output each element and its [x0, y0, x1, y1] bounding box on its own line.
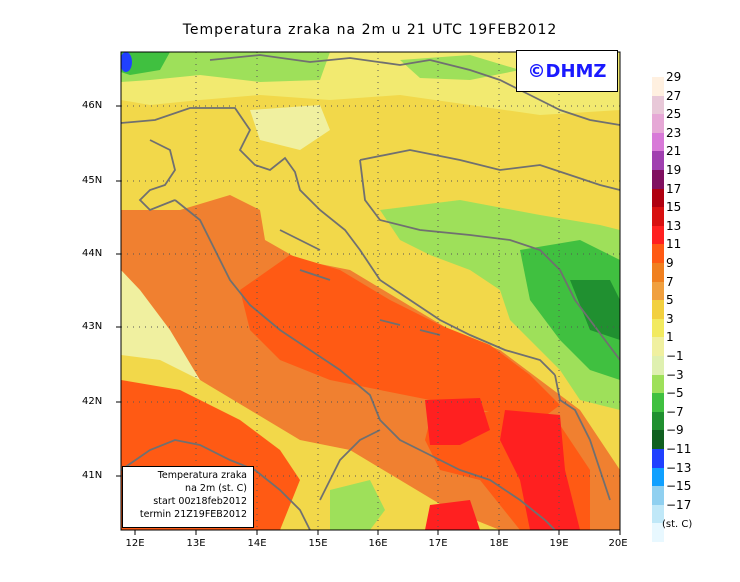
info-line: start 00z18feb2012 — [153, 496, 247, 507]
info-line: Temperatura zraka — [157, 470, 247, 481]
legend-label: 9 — [666, 256, 674, 270]
legend-swatch — [652, 263, 664, 282]
temperature-zone — [121, 52, 170, 75]
legend-swatch — [652, 337, 664, 356]
lon-label: 13E — [186, 538, 206, 549]
lat-label: 41N — [82, 470, 103, 481]
lat-label: 46N — [82, 100, 103, 111]
lat-label: 45N — [82, 175, 103, 186]
legend-label: −11 — [666, 442, 692, 456]
temperature-zone — [425, 398, 490, 445]
temperature-zone — [121, 52, 330, 82]
legend-label: 7 — [666, 274, 674, 289]
legend-label: 13 — [666, 218, 682, 233]
legend-swatch — [652, 356, 664, 375]
legend-swatch — [652, 77, 664, 96]
legend-label: −9 — [666, 423, 684, 438]
legend-swatch — [652, 504, 664, 524]
legend-label: 3 — [666, 311, 674, 326]
lon-label: 19E — [549, 538, 569, 549]
legend-label: −13 — [666, 460, 692, 475]
temperature-zone — [250, 105, 330, 150]
legend-swatch — [652, 170, 664, 189]
legend-label: 25 — [666, 107, 682, 122]
legend-label: −3 — [666, 367, 684, 382]
legend-swatch — [652, 486, 664, 505]
lat-label: 44N — [82, 248, 103, 259]
legend-unit: (st. C) — [662, 519, 693, 530]
map-title: Temperatura zraka na 2m u 21 UTC 19FEB20… — [182, 22, 558, 38]
legend-label: −5 — [666, 386, 684, 401]
copyright-box: ©DHMZ — [516, 50, 618, 92]
lat-label: 42N — [82, 396, 103, 407]
lon-label: 16E — [368, 538, 388, 549]
legend-swatch — [652, 430, 664, 449]
legend-swatch — [652, 523, 664, 542]
temperature-zone — [330, 480, 385, 530]
legend-swatch — [652, 151, 664, 170]
legend-label: −15 — [666, 479, 692, 494]
legend-label: 27 — [666, 88, 682, 103]
legend-label: 21 — [666, 144, 682, 159]
legend-swatch — [652, 318, 664, 338]
legend-swatch — [652, 374, 664, 394]
legend-swatch — [652, 114, 664, 133]
legend-label: −17 — [666, 497, 692, 512]
legend-label: 15 — [666, 200, 682, 215]
legend-swatch — [652, 244, 664, 263]
legend-swatch — [652, 207, 664, 226]
legend-swatch — [652, 281, 664, 301]
legend-label: 17 — [666, 181, 682, 196]
legend-swatch — [652, 467, 664, 487]
legend-swatch — [652, 95, 664, 115]
temperature-zone — [570, 280, 620, 340]
legend-label: −7 — [666, 404, 684, 419]
legend-label: 23 — [666, 125, 682, 140]
legend-label: 29 — [666, 70, 682, 84]
lat-label: 43N — [82, 321, 103, 332]
temperature-zone — [240, 255, 560, 420]
temperature-zone — [121, 52, 132, 72]
temperature-zone — [425, 500, 480, 530]
legend-label: 11 — [666, 237, 682, 252]
lon-label: 12E — [125, 538, 145, 549]
legend-swatch — [652, 449, 664, 468]
legend-label: 5 — [666, 293, 674, 308]
lon-label: 17E — [428, 538, 448, 549]
temperature-zone — [500, 410, 580, 530]
legend-swatch — [652, 411, 664, 431]
legend-label: 1 — [666, 330, 674, 345]
legend-label: 19 — [666, 163, 682, 177]
coastlines — [121, 54, 620, 530]
axis-ticks — [116, 105, 621, 535]
legend-swatch — [652, 300, 664, 319]
legend-swatch — [652, 132, 664, 152]
legend-swatch — [652, 225, 664, 245]
info-line: na 2m (st. C) — [185, 483, 247, 494]
lon-label: 18E — [489, 538, 509, 549]
info-box: Temperatura zraka na 2m (st. C) start 00… — [122, 466, 254, 528]
lon-label: 14E — [247, 538, 267, 549]
info-line: termin 21Z19FEB2012 — [139, 509, 247, 520]
legend-swatch — [652, 393, 664, 412]
legend-swatch — [652, 188, 664, 208]
temperature-zone — [520, 240, 620, 380]
map-frame — [120, 51, 621, 531]
legend-label: −1 — [666, 349, 684, 363]
lon-label: 20E — [608, 538, 628, 549]
lon-label: 15E — [308, 538, 328, 549]
